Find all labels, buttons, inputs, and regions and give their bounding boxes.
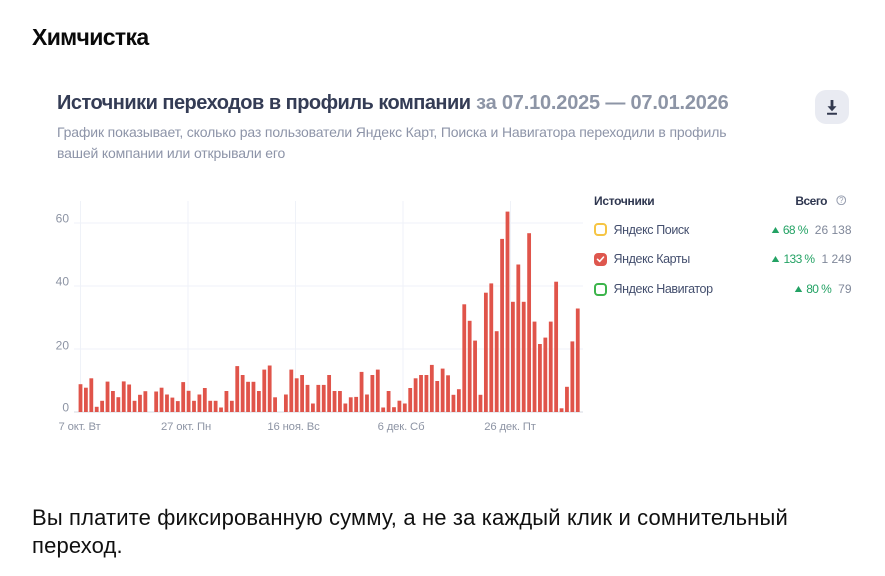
svg-text:40: 40 xyxy=(56,275,70,289)
svg-text:20: 20 xyxy=(56,338,70,352)
svg-text:26 дек. Пт: 26 дек. Пт xyxy=(484,421,536,433)
svg-text:27 окт. Пн: 27 окт. Пн xyxy=(161,421,211,433)
svg-text:7 окт. Вт: 7 окт. Вт xyxy=(59,421,101,433)
svg-text:0: 0 xyxy=(62,401,69,415)
svg-text:60: 60 xyxy=(56,212,70,226)
svg-text:16 ноя. Вс: 16 ноя. Вс xyxy=(267,421,320,433)
svg-text:6 дек. Сб: 6 дек. Сб xyxy=(378,421,425,433)
svg-text:?: ? xyxy=(839,196,844,205)
